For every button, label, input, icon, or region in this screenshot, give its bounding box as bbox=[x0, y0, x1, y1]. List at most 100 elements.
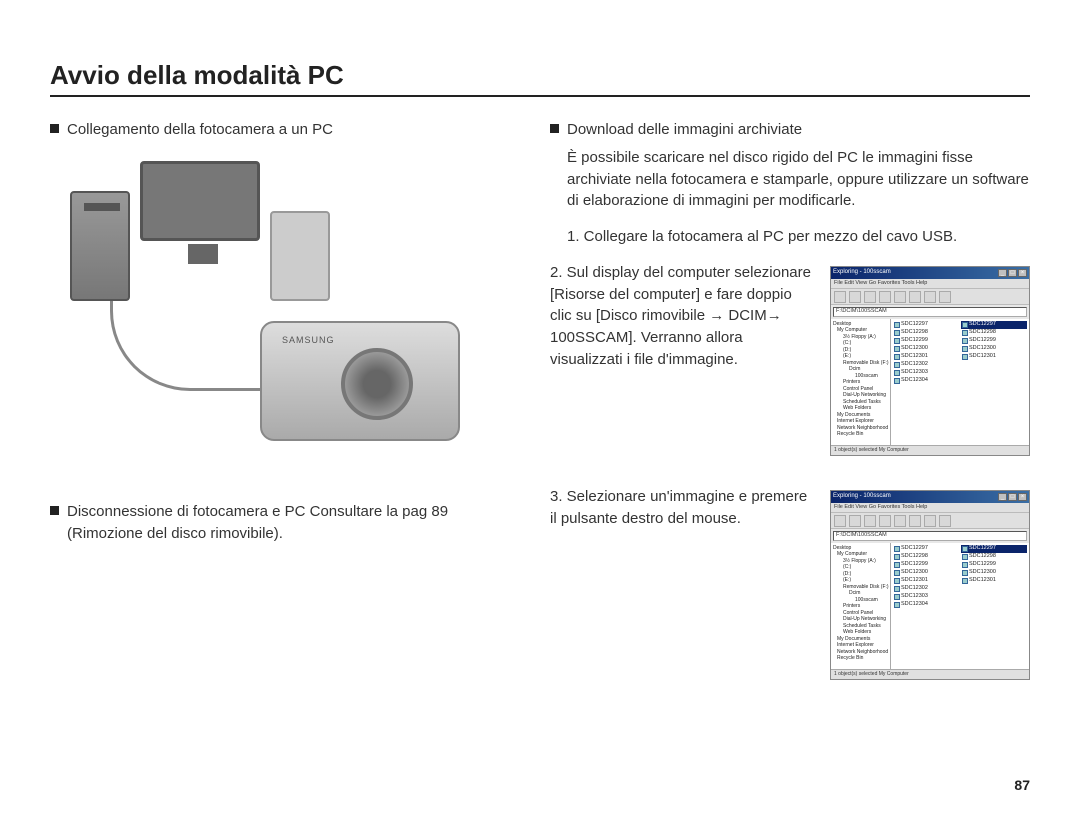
undo-icon[interactable] bbox=[924, 291, 936, 303]
file-name: SDC12299 bbox=[969, 337, 996, 345]
folder-tree[interactable]: Desktop My Computer 3½ Floppy (A:) (C:) … bbox=[831, 319, 891, 445]
file-name: SDC12298 bbox=[901, 553, 928, 561]
file-item[interactable]: SDC12297 bbox=[961, 321, 1027, 329]
tree-node[interactable]: Recycle Bin bbox=[833, 431, 888, 438]
file-item[interactable]: SDC12297 bbox=[961, 545, 1027, 553]
explorer-toolbar bbox=[831, 513, 1029, 529]
copy-icon[interactable] bbox=[894, 515, 906, 527]
file-list: SDC12297SDC12298SDC12299SDC12300SDC12301… bbox=[891, 543, 1029, 669]
bullet-square-icon bbox=[550, 124, 559, 133]
step-2-text: 2. Sul display del computer selezionare … bbox=[550, 262, 812, 456]
maximize-icon[interactable]: □ bbox=[1008, 269, 1017, 277]
left-heading-1: Collegamento della fotocamera a un PC bbox=[50, 119, 510, 141]
image-file-icon bbox=[962, 546, 968, 552]
monitor-icon bbox=[140, 161, 260, 241]
undo-icon[interactable] bbox=[924, 515, 936, 527]
forward-icon[interactable] bbox=[849, 515, 861, 527]
back-icon[interactable] bbox=[834, 291, 846, 303]
address-bar[interactable]: F:\DCIM\100SSCAM bbox=[833, 531, 1027, 541]
tree-node[interactable]: Recycle Bin bbox=[833, 655, 888, 662]
file-column-2: SDC12297SDC12298SDC12299SDC12300SDC12301 bbox=[961, 321, 1027, 443]
folder-tree[interactable]: Desktop My Computer 3½ Floppy (A:) (C:) … bbox=[831, 543, 891, 669]
step-3-row: 3. Selezionare un'immagine e premere il … bbox=[550, 486, 1030, 680]
left-column: Collegamento della fotocamera a un PC SA… bbox=[50, 119, 510, 694]
back-icon[interactable] bbox=[834, 515, 846, 527]
minimize-icon[interactable]: _ bbox=[998, 269, 1007, 277]
file-name: SDC12304 bbox=[901, 377, 928, 385]
image-file-icon bbox=[962, 562, 968, 568]
image-file-icon bbox=[894, 354, 900, 360]
file-item[interactable]: SDC12301 bbox=[961, 353, 1027, 361]
up-icon[interactable] bbox=[864, 515, 876, 527]
file-item[interactable]: SDC12297 bbox=[893, 321, 959, 329]
file-item[interactable]: SDC12298 bbox=[893, 553, 959, 561]
file-item[interactable]: SDC12303 bbox=[893, 593, 959, 601]
file-name: SDC12300 bbox=[969, 345, 996, 353]
file-item[interactable]: SDC12298 bbox=[893, 329, 959, 337]
image-file-icon bbox=[894, 554, 900, 560]
camera-lens-icon bbox=[341, 348, 413, 420]
status-bar: 1 object(s) selected My Computer bbox=[831, 669, 1029, 679]
file-item[interactable]: SDC12298 bbox=[961, 553, 1027, 561]
delete-icon[interactable] bbox=[939, 291, 951, 303]
file-item[interactable]: SDC12301 bbox=[893, 353, 959, 361]
image-file-icon bbox=[894, 322, 900, 328]
camera-icon: SAMSUNG bbox=[260, 321, 460, 441]
right-heading: Download delle immagini archiviate bbox=[550, 119, 1030, 141]
close-icon[interactable]: × bbox=[1018, 269, 1027, 277]
image-file-icon bbox=[962, 570, 968, 576]
image-file-icon bbox=[894, 338, 900, 344]
paste-icon[interactable] bbox=[909, 291, 921, 303]
cut-icon[interactable] bbox=[879, 291, 891, 303]
file-name: SDC12297 bbox=[901, 321, 928, 329]
file-item[interactable]: SDC12300 bbox=[893, 345, 959, 353]
explorer-titlebar: Exploring - 100sscam _ □ × bbox=[831, 267, 1029, 279]
explorer-panes: Desktop My Computer 3½ Floppy (A:) (C:) … bbox=[831, 543, 1029, 669]
left-heading-2: Disconnessione di fotocamera e PC Consul… bbox=[50, 501, 510, 545]
close-icon[interactable]: × bbox=[1018, 493, 1027, 501]
explorer-panes: Desktop My Computer 3½ Floppy (A:) (C:) … bbox=[831, 319, 1029, 445]
file-item[interactable]: SDC12301 bbox=[961, 577, 1027, 585]
copy-icon[interactable] bbox=[894, 291, 906, 303]
minimize-icon[interactable]: _ bbox=[998, 493, 1007, 501]
maximize-icon[interactable]: □ bbox=[1008, 493, 1017, 501]
file-item[interactable]: SDC12299 bbox=[893, 337, 959, 345]
explorer-toolbar bbox=[831, 289, 1029, 305]
page-title: Avvio della modalità PC bbox=[50, 60, 1030, 97]
image-file-icon bbox=[894, 370, 900, 376]
forward-icon[interactable] bbox=[849, 291, 861, 303]
image-file-icon bbox=[962, 354, 968, 360]
file-name: SDC12303 bbox=[901, 593, 928, 601]
file-name: SDC12302 bbox=[901, 361, 928, 369]
image-file-icon bbox=[894, 594, 900, 600]
file-item[interactable]: SDC12303 bbox=[893, 369, 959, 377]
camera-side-icon bbox=[270, 211, 330, 301]
explorer-menubar[interactable]: File Edit View Go Favorites Tools Help bbox=[831, 503, 1029, 513]
file-name: SDC12301 bbox=[969, 353, 996, 361]
file-item[interactable]: SDC12304 bbox=[893, 377, 959, 385]
file-item[interactable]: SDC12304 bbox=[893, 601, 959, 609]
up-icon[interactable] bbox=[864, 291, 876, 303]
file-item[interactable]: SDC12299 bbox=[893, 561, 959, 569]
address-bar[interactable]: F:\DCIM\100SSCAM bbox=[833, 307, 1027, 317]
file-item[interactable]: SDC12299 bbox=[961, 337, 1027, 345]
file-item[interactable]: SDC12297 bbox=[893, 545, 959, 553]
file-item[interactable]: SDC12299 bbox=[961, 561, 1027, 569]
delete-icon[interactable] bbox=[939, 515, 951, 527]
paste-icon[interactable] bbox=[909, 515, 921, 527]
image-file-icon bbox=[894, 570, 900, 576]
file-item[interactable]: SDC12300 bbox=[961, 345, 1027, 353]
file-item[interactable]: SDC12302 bbox=[893, 585, 959, 593]
file-item[interactable]: SDC12300 bbox=[893, 569, 959, 577]
image-file-icon bbox=[894, 562, 900, 568]
file-item[interactable]: SDC12298 bbox=[961, 329, 1027, 337]
file-name: SDC12298 bbox=[969, 553, 996, 561]
left-heading-1-text: Collegamento della fotocamera a un PC bbox=[67, 119, 333, 141]
cut-icon[interactable] bbox=[879, 515, 891, 527]
page-number: 87 bbox=[1014, 777, 1030, 793]
file-item[interactable]: SDC12302 bbox=[893, 361, 959, 369]
file-item[interactable]: SDC12300 bbox=[961, 569, 1027, 577]
file-item[interactable]: SDC12301 bbox=[893, 577, 959, 585]
explorer-menubar[interactable]: File Edit View Go Favorites Tools Help bbox=[831, 279, 1029, 289]
pc-tower-icon bbox=[70, 191, 130, 301]
